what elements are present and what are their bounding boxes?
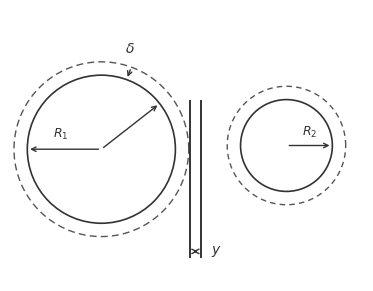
- Text: y: y: [211, 243, 220, 257]
- Text: δ: δ: [125, 42, 134, 56]
- Text: R$_1$: R$_1$: [53, 127, 68, 142]
- Text: R$_2$: R$_2$: [302, 125, 317, 140]
